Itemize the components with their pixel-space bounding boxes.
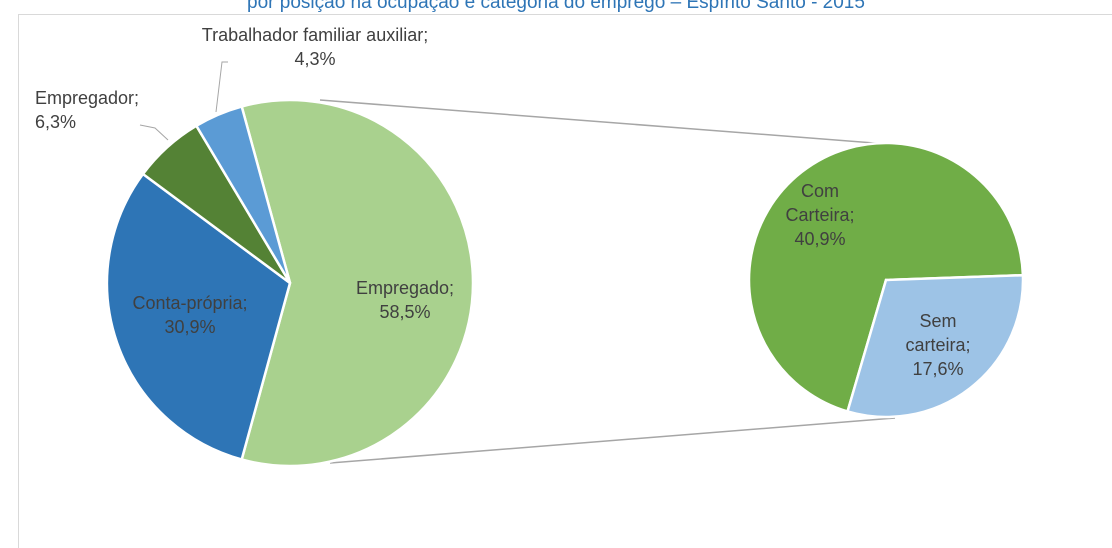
connector-line bbox=[329, 417, 896, 464]
value-label: 6,3% bbox=[35, 112, 77, 132]
category-label: Empregado; bbox=[355, 278, 455, 298]
pie-slice bbox=[240, 98, 475, 468]
chart-title: por posição na ocupação e categoria do e… bbox=[247, 0, 865, 13]
pie-slice bbox=[194, 104, 292, 284]
pie-slice bbox=[845, 273, 1025, 419]
connector-line bbox=[319, 99, 901, 146]
category-label: Conta-própria; bbox=[132, 293, 248, 313]
value-label: 40,9% bbox=[794, 229, 846, 249]
leader-line bbox=[139, 124, 169, 141]
data-label: Empregado; 58,5% bbox=[340, 276, 470, 324]
data-label: Com Carteira; 40,9% bbox=[770, 179, 870, 251]
pie-slice bbox=[105, 172, 292, 462]
value-label: 4,3% bbox=[294, 49, 336, 69]
value-label: 17,6% bbox=[912, 359, 964, 379]
chart-border bbox=[18, 14, 1112, 548]
category-label: Trabalhador familiar auxiliar; bbox=[201, 25, 429, 45]
data-label: Conta-própria; 30,9% bbox=[110, 291, 270, 339]
category-label: Com Carteira; bbox=[785, 181, 855, 225]
data-label: Trabalhador familiar auxiliar; 4,3% bbox=[200, 23, 430, 71]
value-label: 58,5% bbox=[379, 302, 431, 322]
pie-slice bbox=[747, 141, 1025, 414]
category-label: Empregador; bbox=[35, 88, 140, 108]
data-label: Empregador; 6,3% bbox=[35, 86, 155, 134]
data-label: Sem carteira; 17,6% bbox=[893, 309, 983, 381]
value-label: 30,9% bbox=[164, 317, 216, 337]
category-label: Sem carteira; bbox=[905, 311, 971, 355]
leader-line bbox=[215, 61, 228, 113]
